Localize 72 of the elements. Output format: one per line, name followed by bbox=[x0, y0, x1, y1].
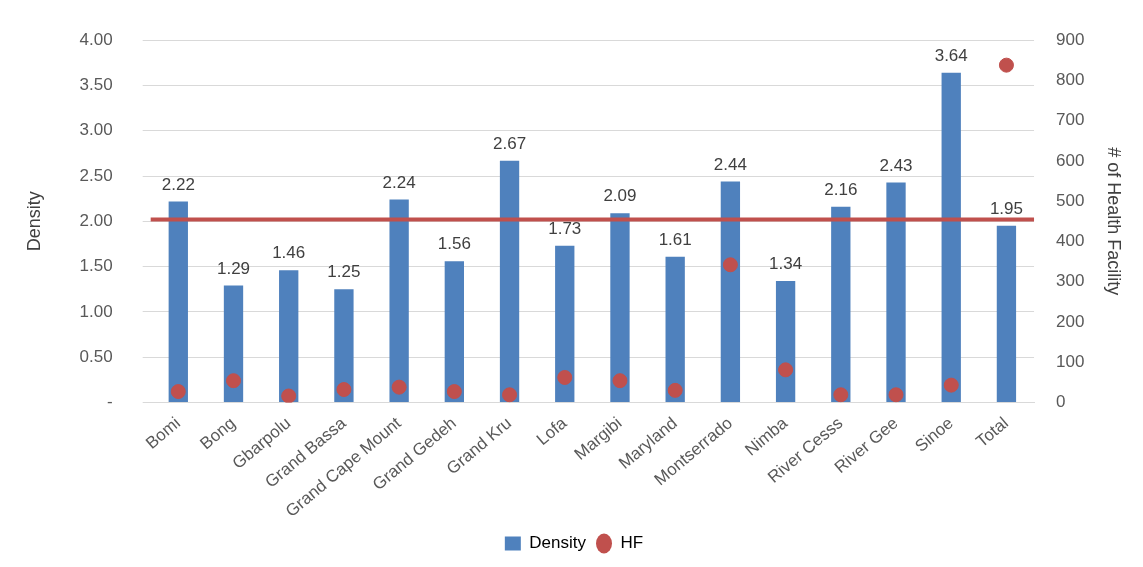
bar bbox=[665, 256, 685, 402]
y-tick-label: 4.00 bbox=[79, 29, 113, 49]
y2-axis-title: # of Health Facility bbox=[1104, 147, 1125, 296]
data-label: 3.64 bbox=[934, 45, 968, 65]
bar bbox=[720, 181, 741, 402]
y2-tick-label: 500 bbox=[1056, 190, 1085, 210]
data-label: 2.16 bbox=[824, 180, 858, 200]
y-tick-label: 3.00 bbox=[79, 120, 113, 140]
point bbox=[667, 382, 683, 398]
data-label: 1.56 bbox=[437, 234, 471, 254]
data-label: 1.73 bbox=[548, 218, 582, 238]
data-label: 2.44 bbox=[713, 154, 747, 174]
bar bbox=[886, 182, 906, 402]
data-label: 2.67 bbox=[493, 133, 527, 153]
y2-tick-label: 300 bbox=[1056, 271, 1085, 291]
y-axis-title: Density bbox=[23, 191, 44, 252]
point bbox=[281, 388, 297, 403]
point bbox=[998, 57, 1014, 73]
data-label: 2.24 bbox=[382, 172, 416, 192]
point bbox=[612, 373, 628, 389]
point bbox=[722, 257, 738, 273]
y2-tick-label: 700 bbox=[1056, 110, 1085, 130]
point bbox=[502, 387, 518, 403]
y-tick-label: 1.50 bbox=[79, 256, 113, 276]
y2-tick-label: 0 bbox=[1056, 392, 1066, 412]
data-label: 1.25 bbox=[327, 262, 361, 282]
x-tick-label: Lofa bbox=[532, 413, 571, 450]
data-label: 1.95 bbox=[989, 199, 1023, 219]
point bbox=[778, 362, 794, 378]
legend-label: Density bbox=[529, 533, 587, 553]
point bbox=[943, 377, 959, 393]
data-label: 2.09 bbox=[603, 186, 637, 206]
bar bbox=[389, 199, 409, 402]
data-label: 1.46 bbox=[272, 243, 306, 263]
bar bbox=[279, 270, 299, 402]
point bbox=[170, 384, 186, 400]
y-tick-label: 0.50 bbox=[79, 346, 113, 366]
y2-tick-label: 200 bbox=[1056, 311, 1085, 331]
y-tick-label: 3.50 bbox=[79, 75, 113, 95]
y-tick-label: 2.50 bbox=[79, 165, 113, 185]
bar bbox=[996, 225, 1017, 402]
y-tick-label: - bbox=[107, 392, 113, 412]
data-label: 1.61 bbox=[658, 229, 692, 249]
data-label: 2.43 bbox=[879, 155, 913, 175]
bar bbox=[168, 201, 188, 402]
data-label: 2.22 bbox=[161, 174, 195, 194]
bar bbox=[223, 285, 244, 402]
data-label: 1.34 bbox=[769, 254, 803, 274]
point bbox=[833, 387, 849, 403]
bar bbox=[444, 261, 464, 402]
point bbox=[226, 373, 241, 389]
y2-tick-label: 800 bbox=[1056, 70, 1085, 90]
point bbox=[336, 382, 352, 398]
bar bbox=[499, 160, 520, 402]
legend-label: HF bbox=[620, 533, 644, 553]
point bbox=[888, 387, 904, 403]
y2-tick-label: 900 bbox=[1056, 29, 1085, 49]
point bbox=[446, 384, 462, 400]
y2-tick-label: 600 bbox=[1056, 150, 1085, 170]
y-tick-label: 2.00 bbox=[79, 211, 113, 231]
bar bbox=[831, 206, 851, 402]
y2-tick-label: 400 bbox=[1056, 231, 1085, 251]
bar bbox=[334, 289, 354, 402]
bar bbox=[555, 245, 575, 402]
point bbox=[557, 369, 573, 385]
bar bbox=[775, 281, 796, 402]
y2-tick-label: 100 bbox=[1056, 351, 1085, 371]
bar bbox=[941, 72, 961, 402]
y-tick-label: 1.00 bbox=[79, 301, 113, 321]
bar bbox=[610, 213, 630, 402]
point bbox=[391, 379, 407, 395]
data-label: 1.29 bbox=[216, 258, 251, 278]
